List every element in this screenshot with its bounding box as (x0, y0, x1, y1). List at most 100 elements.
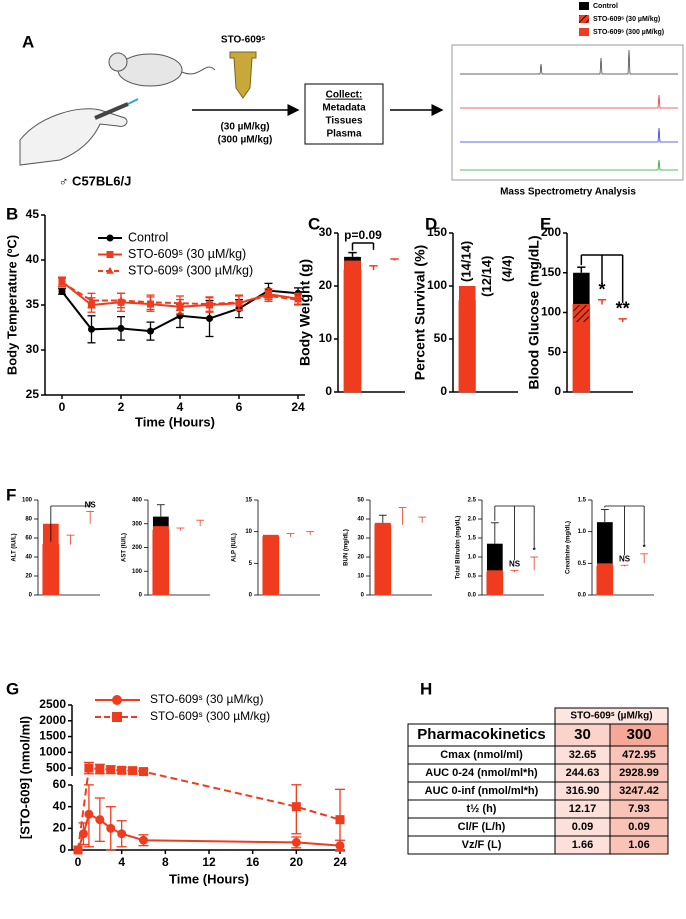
y-tick-label: 20 (25, 574, 32, 580)
spectrum-trace (460, 94, 678, 109)
y-tick-label: 10 (319, 331, 333, 345)
point (106, 251, 114, 258)
y-tick-label: 20 (357, 555, 364, 561)
table-cell-text: 12.17 (569, 803, 597, 815)
panel-label: A (22, 32, 34, 51)
point (112, 695, 122, 705)
y-axis-label: BUN (mg/dL) (344, 529, 350, 566)
annotation: * (643, 543, 647, 552)
y-tick-label: 20 (319, 278, 333, 292)
y-tick-label: 300 (132, 521, 143, 527)
legend-label: Control (593, 3, 618, 10)
point (205, 299, 214, 307)
bar (262, 534, 279, 595)
table-cell-text: 472.95 (622, 749, 656, 761)
bar (152, 526, 169, 595)
table-column: 30 (574, 726, 591, 743)
annotation: (4/4) (499, 255, 514, 282)
y-tick-label: 2.5 (468, 498, 477, 504)
spectrum-image (451, 44, 684, 181)
y-axis-label: Body Weight (g) (297, 259, 313, 366)
point (235, 298, 243, 306)
legend-swatch (579, 28, 589, 36)
panel-label: E (540, 214, 551, 233)
legend-label: STO-609ˢ (300 µM/kg) (150, 709, 270, 723)
point (73, 845, 83, 855)
y-tick-label: 100 (132, 569, 143, 575)
y-tick-label: 100 (427, 278, 447, 292)
y-tick-label: 2500 (39, 697, 66, 711)
y-tick-label: 5 (249, 561, 253, 567)
y-tick-label: 1000 (39, 745, 66, 759)
point (95, 815, 105, 825)
panel-label: F (6, 485, 16, 504)
hand (19, 108, 128, 166)
legend-label: STO-609ˢ (30 µM/kg) (128, 247, 246, 261)
y-tick-label: 0 (249, 593, 253, 599)
table-cell-text: 244.63 (566, 767, 600, 779)
bar (573, 322, 590, 392)
point (117, 296, 125, 304)
legend-label: STO-609ˢ (30 µM/kg) (150, 692, 263, 706)
y-tick-label: 0 (361, 593, 365, 599)
table-column: 300 (626, 726, 651, 743)
table-cell-text: AUC 0-inf (nmol/ml*h) (425, 785, 539, 797)
collect-title: Collect: (326, 90, 363, 101)
y-tick-label: 0 (440, 384, 447, 398)
annotation: p=0.09 (344, 228, 382, 242)
panel-label: G (6, 679, 19, 698)
y-tick-label: 40 (53, 799, 67, 813)
collect-box (304, 83, 384, 145)
y-tick-label: 45 (26, 207, 40, 221)
table-cell-text: 2928.99 (619, 767, 659, 779)
bar (42, 523, 59, 595)
series-line (61, 281, 299, 306)
y-tick-label: 0 (325, 384, 332, 398)
point (291, 837, 301, 847)
point (106, 765, 116, 775)
y-tick-label: 1.0 (468, 555, 477, 561)
legend-swatch (579, 2, 589, 10)
y-tick-label: 60 (25, 536, 32, 542)
bar (374, 522, 391, 595)
y-tick-label: 100 (22, 498, 33, 504)
y-tick-label: 40 (26, 252, 40, 266)
y-tick-label: 40 (25, 555, 32, 561)
x-tick-label: 12 (202, 855, 216, 869)
table-cell-text: 1.66 (572, 839, 593, 851)
x-tick-label: 8 (162, 855, 169, 869)
y-tick-label: 0.0 (578, 593, 587, 599)
mouse-tail (181, 66, 216, 75)
point (112, 712, 122, 722)
x-tick-label: 16 (246, 855, 260, 869)
compound: STO-609ˢ (221, 35, 265, 46)
y-tick-label: 10 (245, 529, 252, 535)
y-tick-label: 80 (25, 517, 32, 523)
spectrum-trace (460, 159, 678, 171)
point (146, 298, 155, 306)
y-tick-label: 15 (245, 498, 252, 504)
y-tick-label: 150 (541, 265, 561, 279)
table-header: STO-609ˢ (µM/kg) (570, 711, 652, 722)
y-tick-label: 1.0 (578, 529, 587, 535)
table-cell-text: 316.90 (566, 785, 600, 797)
spectrum-trace (460, 127, 678, 143)
table-cell-text: Vz/F (L) (462, 839, 502, 851)
y-tick-label: 0.5 (578, 561, 587, 567)
y-axis-label: Creatinine (mg/dL) (566, 521, 572, 574)
collect-item: Metadata (322, 103, 366, 114)
table-cell (609, 835, 669, 855)
y-axis-label: Percent Survival (%) (412, 245, 428, 380)
y-tick-label: 100 (541, 305, 561, 319)
syringe (94, 102, 129, 120)
y-tick-label: 50 (548, 344, 562, 358)
y-axis-label: Blood Glucose (mg/dL) (526, 236, 542, 390)
point (128, 766, 138, 776)
x-tick-label: 6 (236, 400, 243, 414)
legend-swatch (579, 15, 589, 23)
mouse-body (117, 53, 183, 87)
dose: (300 µM/kg) (218, 135, 273, 146)
collect-item: Plasma (326, 129, 361, 140)
series-line (77, 812, 341, 851)
